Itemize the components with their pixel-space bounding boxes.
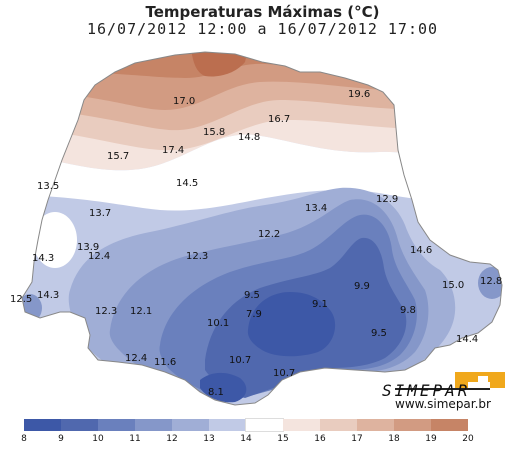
legend-tick-label: 20 <box>462 434 474 444</box>
station-labels: 19.6 17.0 16.7 15.8 14.8 17.4 15.7 13.5 … <box>10 89 502 398</box>
legend-tick-label: 11 <box>129 434 141 444</box>
legend-tick-label: 10 <box>92 434 104 444</box>
station-label: 9.5 <box>371 328 387 339</box>
logo-url-link[interactable]: www.simepar.br <box>395 397 491 411</box>
station-label: 12.2 <box>258 229 280 240</box>
station-label: 9.5 <box>244 290 260 301</box>
station-label: 14.5 <box>176 178 198 189</box>
station-label: 13.4 <box>305 203 327 214</box>
station-label: 12.4 <box>125 353 147 364</box>
station-label: 13.7 <box>89 208 111 219</box>
station-label: 16.7 <box>268 114 290 125</box>
legend-swatch <box>135 419 172 431</box>
station-label: 15.7 <box>107 151 129 162</box>
station-label: 9.1 <box>312 299 328 310</box>
station-label: 19.6 <box>348 89 370 100</box>
legend-swatch <box>172 419 209 431</box>
station-label: 12.1 <box>130 306 152 317</box>
legend-swatch <box>98 419 135 431</box>
legend-tick-label: 19 <box>425 434 437 444</box>
legend-tick-label: 12 <box>166 434 178 444</box>
legend-tick-label: 18 <box>388 434 400 444</box>
state-border <box>21 51 503 406</box>
legend-swatch <box>357 419 394 431</box>
legend-swatch <box>245 418 284 432</box>
legend-tick-label: 13 <box>203 434 215 444</box>
legend-swatch <box>283 419 320 431</box>
station-label: 11.6 <box>154 357 176 368</box>
station-label: 13.9 <box>77 242 99 253</box>
station-label: 12.4 <box>88 251 110 262</box>
station-label: 9.9 <box>354 281 370 292</box>
station-label: 17.4 <box>162 145 184 156</box>
legend-tick-label: 15 <box>277 434 289 444</box>
logo-wordmark: SIMEPAR <box>382 381 471 400</box>
legend-swatch <box>24 419 61 431</box>
color-legend: 8 9 10 11 12 13 14 15 16 17 18 19 20 <box>21 418 484 445</box>
legend-tick-label: 9 <box>58 434 64 444</box>
station-label: 9.8 <box>400 305 416 316</box>
station-label: 17.0 <box>173 96 195 107</box>
legend-swatch <box>61 419 98 431</box>
legend-tick-label: 16 <box>314 434 326 444</box>
legend-tick-label: 8 <box>21 434 27 444</box>
station-label: 14.4 <box>456 334 478 345</box>
station-label: 12.3 <box>95 306 117 317</box>
station-label: 12.3 <box>186 251 208 262</box>
map-period: 16/07/2012 12:00 a 16/07/2012 17:00 <box>86 20 439 38</box>
station-label: 13.5 <box>37 181 59 192</box>
simepar-logo <box>395 372 505 390</box>
station-label: 7.9 <box>246 309 262 320</box>
legend-swatch <box>431 419 468 431</box>
station-label: 8.1 <box>208 387 224 398</box>
station-label: 12.5 <box>10 294 32 305</box>
legend-bar <box>24 418 484 432</box>
station-label: 10.7 <box>273 368 295 379</box>
station-label: 14.6 <box>410 245 432 256</box>
station-label: 14.3 <box>32 253 54 264</box>
map-title: Temperaturas Máximas (°C) <box>145 3 380 21</box>
station-label: 15.0 <box>442 280 464 291</box>
legend-tick-label: 17 <box>351 434 363 444</box>
legend-tick-label: 14 <box>240 434 252 444</box>
station-label: 14.3 <box>37 290 59 301</box>
station-label: 14.8 <box>238 132 260 143</box>
station-label: 10.7 <box>229 355 251 366</box>
legend-swatch <box>209 419 246 431</box>
legend-ticks: 8 9 10 11 12 13 14 15 16 17 18 19 20 <box>21 431 484 445</box>
station-label: 10.1 <box>207 318 229 329</box>
station-label: 12.8 <box>480 276 502 287</box>
station-label: 12.9 <box>376 194 398 205</box>
station-label: 15.8 <box>203 127 225 138</box>
legend-swatch <box>320 419 357 431</box>
legend-swatch <box>394 419 431 431</box>
